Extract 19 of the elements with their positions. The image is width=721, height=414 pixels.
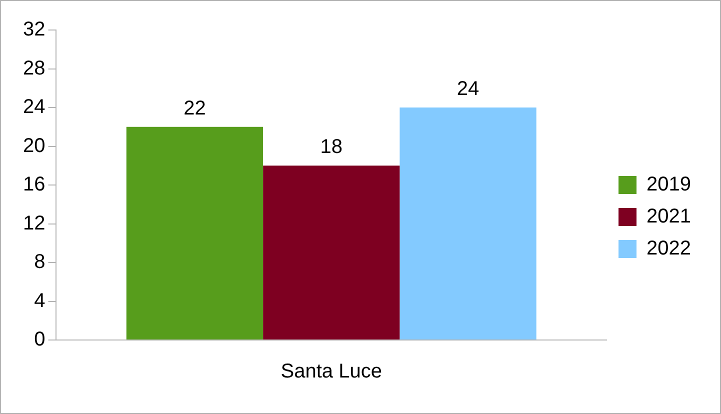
y-tick-label: 24 [22,96,46,118]
legend-label: 2022 [646,238,692,260]
y-tick-label: 20 [22,134,46,157]
bar [263,166,400,340]
y-tick-label: 12 [22,212,46,234]
y-tick-label: 8 [34,251,46,274]
y-tick-label: 16 [22,174,46,196]
x-tick-label: Santa Luce [280,360,382,383]
y-tick-label: 4 [34,290,46,312]
legend-label: 2019 [646,174,692,196]
bar [400,108,536,340]
y-tick-label: 28 [22,57,46,80]
y-tick-label: 0 [34,328,46,351]
data-label: 22 [184,97,206,120]
data-label: 18 [320,136,342,158]
data-label: 24 [456,78,480,100]
y-tick-label: 32 [22,18,46,41]
bar [126,126,264,340]
legend-label: 2021 [646,206,692,228]
